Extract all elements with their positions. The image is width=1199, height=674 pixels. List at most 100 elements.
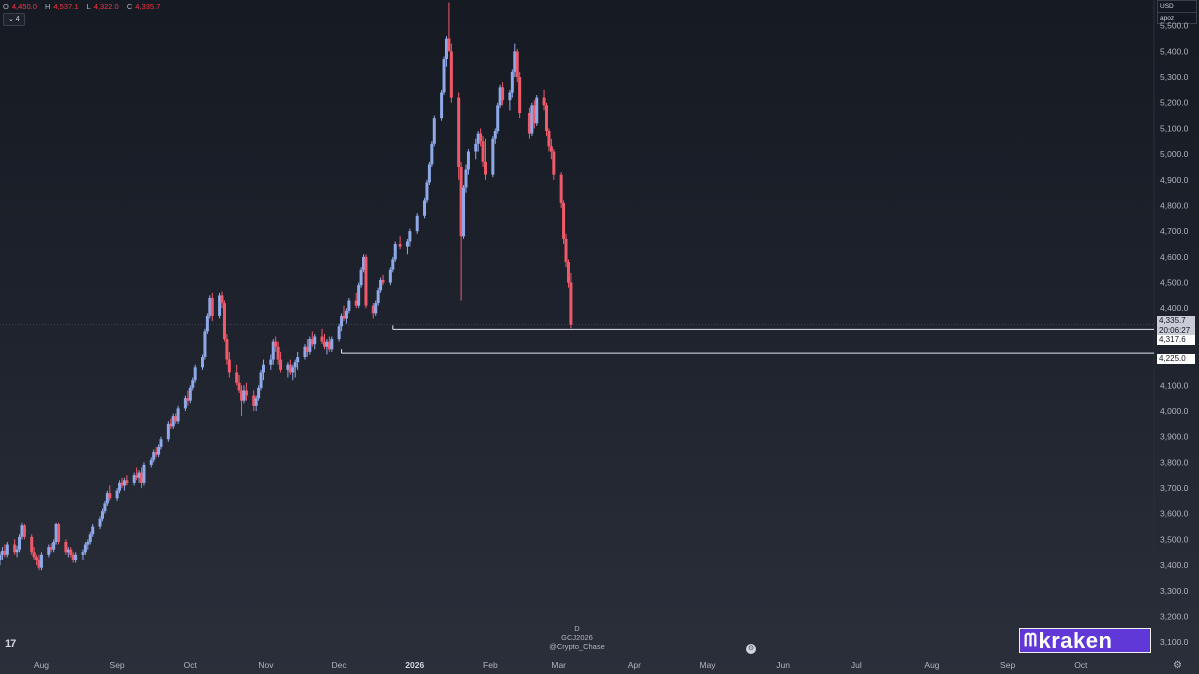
candle-body <box>381 279 385 283</box>
candle-body <box>340 315 344 327</box>
candle-body <box>510 71 514 93</box>
candle-body <box>479 133 483 142</box>
x-tick-label: Nov <box>258 660 274 670</box>
candle-body <box>49 547 53 550</box>
candle-body <box>293 362 297 368</box>
candle-body <box>569 282 573 325</box>
candle-body <box>484 161 488 175</box>
candle-body <box>379 279 383 291</box>
x-tick-label: Oct <box>1074 660 1088 670</box>
candle-body <box>186 398 190 401</box>
candle-body <box>359 269 363 286</box>
candle-body <box>408 231 412 242</box>
candle-body <box>135 475 139 478</box>
candle-body <box>388 269 392 283</box>
last-price-tag: 4,335.7 20:06:27 <box>1157 315 1195 336</box>
candle-body <box>227 359 231 373</box>
candle-body <box>244 390 248 396</box>
candle-body <box>132 475 136 483</box>
candle-body <box>447 38 451 52</box>
candle-body <box>174 416 178 422</box>
candle-body <box>423 200 427 216</box>
candle-body <box>171 416 175 427</box>
watermark-interval: D <box>574 624 580 633</box>
candle-body <box>535 97 539 124</box>
candle-body <box>137 472 141 478</box>
chart-watermark: D GCJ2026 @Crypto_Chase <box>0 624 1154 651</box>
y-tick-label: 4,900.0 <box>1160 175 1189 185</box>
high-key: H <box>44 2 51 11</box>
candle-body <box>108 493 112 499</box>
y-tick-label: 5,300.0 <box>1160 72 1189 82</box>
candle-body <box>276 346 280 360</box>
candle-body <box>103 503 107 512</box>
candle-body <box>122 480 126 486</box>
candle-body <box>152 452 156 460</box>
candle-body <box>562 202 566 239</box>
candle-body <box>291 367 295 373</box>
kraken-mark-icon: ᗰ <box>1024 630 1038 650</box>
candle-body <box>154 452 158 455</box>
candle-body <box>432 118 436 144</box>
candle-body <box>237 382 241 391</box>
tradingview-logo-icon[interactable]: 17 <box>5 638 16 650</box>
x-tick-label: Aug <box>34 660 49 670</box>
y-tick-label: 4,800.0 <box>1160 200 1189 210</box>
candle-body <box>220 295 224 304</box>
candle-body <box>120 482 124 486</box>
go-to-realtime-icon[interactable]: ⊙ <box>746 644 756 654</box>
candle-body <box>313 336 317 345</box>
candle-body <box>208 297 212 316</box>
x-tick-label: 2026 <box>405 660 424 670</box>
candle-body <box>474 143 478 152</box>
scale-mode-label[interactable]: apoz <box>1158 12 1196 24</box>
candle-body <box>81 552 85 555</box>
candle-body <box>240 390 244 401</box>
x-tick-label: Dec <box>332 660 348 670</box>
x-tick-label: Sep <box>1000 660 1015 670</box>
candle-body <box>518 77 522 114</box>
chart-settings-gear-icon[interactable]: ⚙ <box>1173 660 1182 671</box>
candle-body <box>259 372 263 388</box>
y-tick-label: 4,100.0 <box>1160 380 1189 390</box>
countdown-label: 20:06:27 <box>1159 325 1191 335</box>
candle-body <box>0 554 2 560</box>
currency-selector[interactable]: USD apoz <box>1157 0 1197 24</box>
candle-body <box>325 341 329 347</box>
candle-body <box>391 259 395 270</box>
candle-body <box>176 408 180 422</box>
x-tick-label: Apr <box>628 660 641 670</box>
y-tick-label: 3,700.0 <box>1160 483 1189 493</box>
x-tick-label: May <box>699 660 716 670</box>
y-tick-label: 3,200.0 <box>1160 611 1189 621</box>
candle-body <box>159 439 163 447</box>
candle-body <box>481 141 485 162</box>
candle-body <box>115 490 119 499</box>
level-2-tag: 4,225.0 <box>1157 354 1195 365</box>
candle-body <box>69 549 73 555</box>
candle-body <box>279 359 283 370</box>
candle-body <box>225 339 229 360</box>
legend-collapse-toggle[interactable]: ⌄ 4 <box>3 13 25 26</box>
close-key: C <box>126 2 133 11</box>
candle-body <box>5 544 9 555</box>
currency-label[interactable]: USD <box>1160 3 1174 10</box>
x-tick-label: Oct <box>184 660 198 670</box>
candle-body <box>157 446 161 455</box>
x-tick-label: Jul <box>851 660 862 670</box>
candle-body <box>508 92 512 101</box>
candle-body <box>32 552 36 558</box>
candle-body <box>142 464 146 483</box>
candle-body <box>442 59 446 93</box>
candle-body <box>169 423 173 427</box>
y-tick-label: 3,600.0 <box>1160 509 1189 519</box>
candle-body <box>288 364 292 373</box>
candle-body <box>257 387 261 399</box>
candle-body <box>374 303 378 314</box>
y-tick-label: 3,300.0 <box>1160 586 1189 596</box>
candle-body <box>527 113 531 134</box>
candle-body <box>491 138 495 175</box>
candle-body <box>532 105 536 124</box>
candle-body <box>320 336 324 342</box>
